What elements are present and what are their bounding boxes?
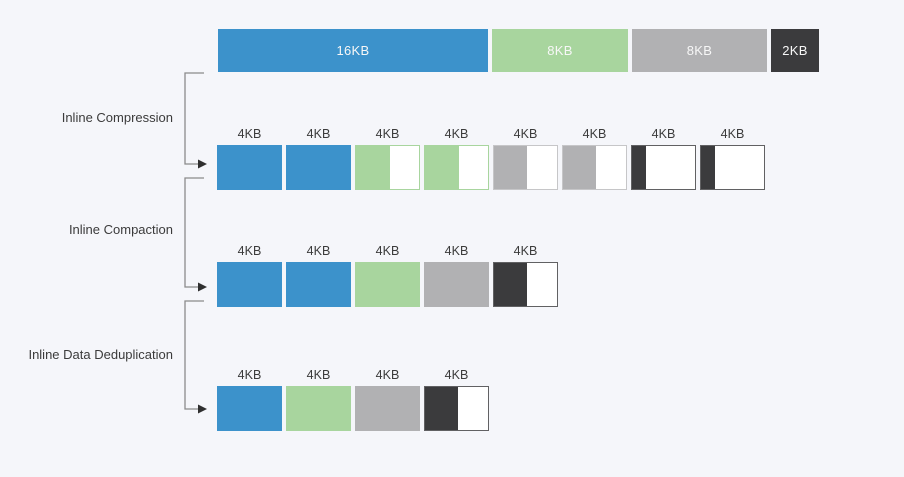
block-rect — [286, 145, 351, 190]
block-4kb: 4KB — [562, 125, 627, 190]
block-size-label: 4KB — [306, 127, 331, 141]
block-4kb: 4KB — [493, 242, 558, 307]
block-4kb: 4KB — [631, 125, 696, 190]
block-rect: 16KB — [218, 29, 488, 72]
block-fill — [286, 145, 351, 190]
row-original-data: 16KB 8KB 8KB 2KB — [218, 29, 819, 72]
block-fill — [771, 29, 819, 72]
label-inline-data-deduplication: Inline Data Deduplication — [28, 347, 173, 362]
block-fill — [424, 262, 489, 307]
bracket-arrow-compaction — [184, 177, 207, 292]
row-after-inline-compression: 4KB 4KB 4KB 4KB 4KB 4KB 4KB 4KB — [217, 125, 765, 190]
block-size-label: 4KB — [375, 368, 400, 382]
block-fill — [355, 262, 420, 307]
block-rect: 8KB — [492, 29, 628, 72]
block-rect — [424, 386, 489, 431]
block-rect — [355, 386, 420, 431]
block-fill — [217, 386, 282, 431]
block-fill — [563, 146, 596, 189]
block-4kb: 4KB — [493, 125, 558, 190]
block-4kb: 4KB — [286, 125, 351, 190]
block-size-label: 8KB — [686, 43, 713, 58]
block-size-label: 4KB — [582, 127, 607, 141]
row-after-inline-compaction: 4KB 4KB 4KB 4KB 4KB — [217, 242, 558, 307]
arrowhead-icon — [198, 282, 207, 292]
block-rect — [355, 145, 420, 190]
block-size-label: 4KB — [513, 244, 538, 258]
label-inline-compaction: Inline Compaction — [68, 222, 173, 237]
bracket-arrow-compression — [184, 72, 207, 169]
block-4kb: 4KB — [355, 125, 420, 190]
block-size-label: 4KB — [513, 127, 538, 141]
block-4kb: 4KB — [217, 366, 282, 431]
block-8kb: 8KB — [632, 29, 767, 72]
block-rect — [286, 262, 351, 307]
block-size-label: 4KB — [444, 127, 469, 141]
block-4kb: 4KB — [355, 242, 420, 307]
block-fill — [425, 146, 460, 189]
block-fill — [632, 29, 767, 72]
block-8kb: 8KB — [492, 29, 628, 72]
block-rect — [424, 262, 489, 307]
block-4kb: 4KB — [424, 125, 489, 190]
block-fill — [494, 263, 527, 306]
block-4kb: 4KB — [424, 366, 489, 431]
block-size-label: 4KB — [375, 127, 400, 141]
block-fill — [286, 262, 351, 307]
block-rect — [217, 145, 282, 190]
block-4kb: 4KB — [355, 366, 420, 431]
block-fill — [632, 146, 647, 189]
block-rect — [631, 145, 696, 190]
block-16kb: 16KB — [218, 29, 488, 72]
block-2kb: 2KB — [771, 29, 819, 72]
block-size-label: 8KB — [547, 43, 573, 58]
block-fill — [355, 386, 420, 431]
block-rect — [493, 145, 558, 190]
block-rect — [562, 145, 627, 190]
block-4kb: 4KB — [217, 242, 282, 307]
block-fill — [217, 145, 282, 190]
block-size-label: 2KB — [782, 43, 808, 58]
bracket-arrow-deduplication — [184, 300, 207, 414]
block-rect — [217, 386, 282, 431]
block-size-label: 4KB — [444, 368, 469, 382]
block-fill — [492, 29, 628, 72]
block-rect — [700, 145, 765, 190]
block-size-label: 4KB — [720, 127, 745, 141]
row-after-inline-data-deduplication: 4KB 4KB 4KB 4KB — [217, 366, 489, 431]
arrowhead-icon — [198, 404, 207, 414]
block-size-label: 4KB — [237, 127, 262, 141]
block-4kb: 4KB — [700, 125, 765, 190]
block-size-label: 4KB — [375, 244, 400, 258]
block-rect — [493, 262, 558, 307]
block-rect: 2KB — [771, 29, 819, 72]
block-rect — [217, 262, 282, 307]
block-size-label: 16KB — [336, 43, 370, 58]
block-fill — [494, 146, 528, 189]
block-rect — [286, 386, 351, 431]
block-fill — [356, 146, 391, 189]
block-rect: 8KB — [632, 29, 767, 72]
block-fill — [217, 262, 282, 307]
block-fill — [701, 146, 716, 189]
block-size-label: 4KB — [237, 244, 262, 258]
block-rect — [424, 145, 489, 190]
block-4kb: 4KB — [286, 366, 351, 431]
label-inline-compression: Inline Compression — [61, 110, 173, 125]
block-size-label: 4KB — [306, 244, 331, 258]
block-fill — [286, 386, 351, 431]
block-size-label: 4KB — [444, 244, 469, 258]
block-4kb: 4KB — [217, 125, 282, 190]
block-fill — [218, 29, 488, 72]
block-size-label: 4KB — [306, 368, 331, 382]
block-rect — [355, 262, 420, 307]
arrowhead-icon — [198, 159, 207, 169]
block-size-label: 4KB — [237, 368, 262, 382]
block-size-label: 4KB — [651, 127, 676, 141]
block-fill — [425, 387, 458, 430]
block-4kb: 4KB — [286, 242, 351, 307]
block-4kb: 4KB — [424, 242, 489, 307]
